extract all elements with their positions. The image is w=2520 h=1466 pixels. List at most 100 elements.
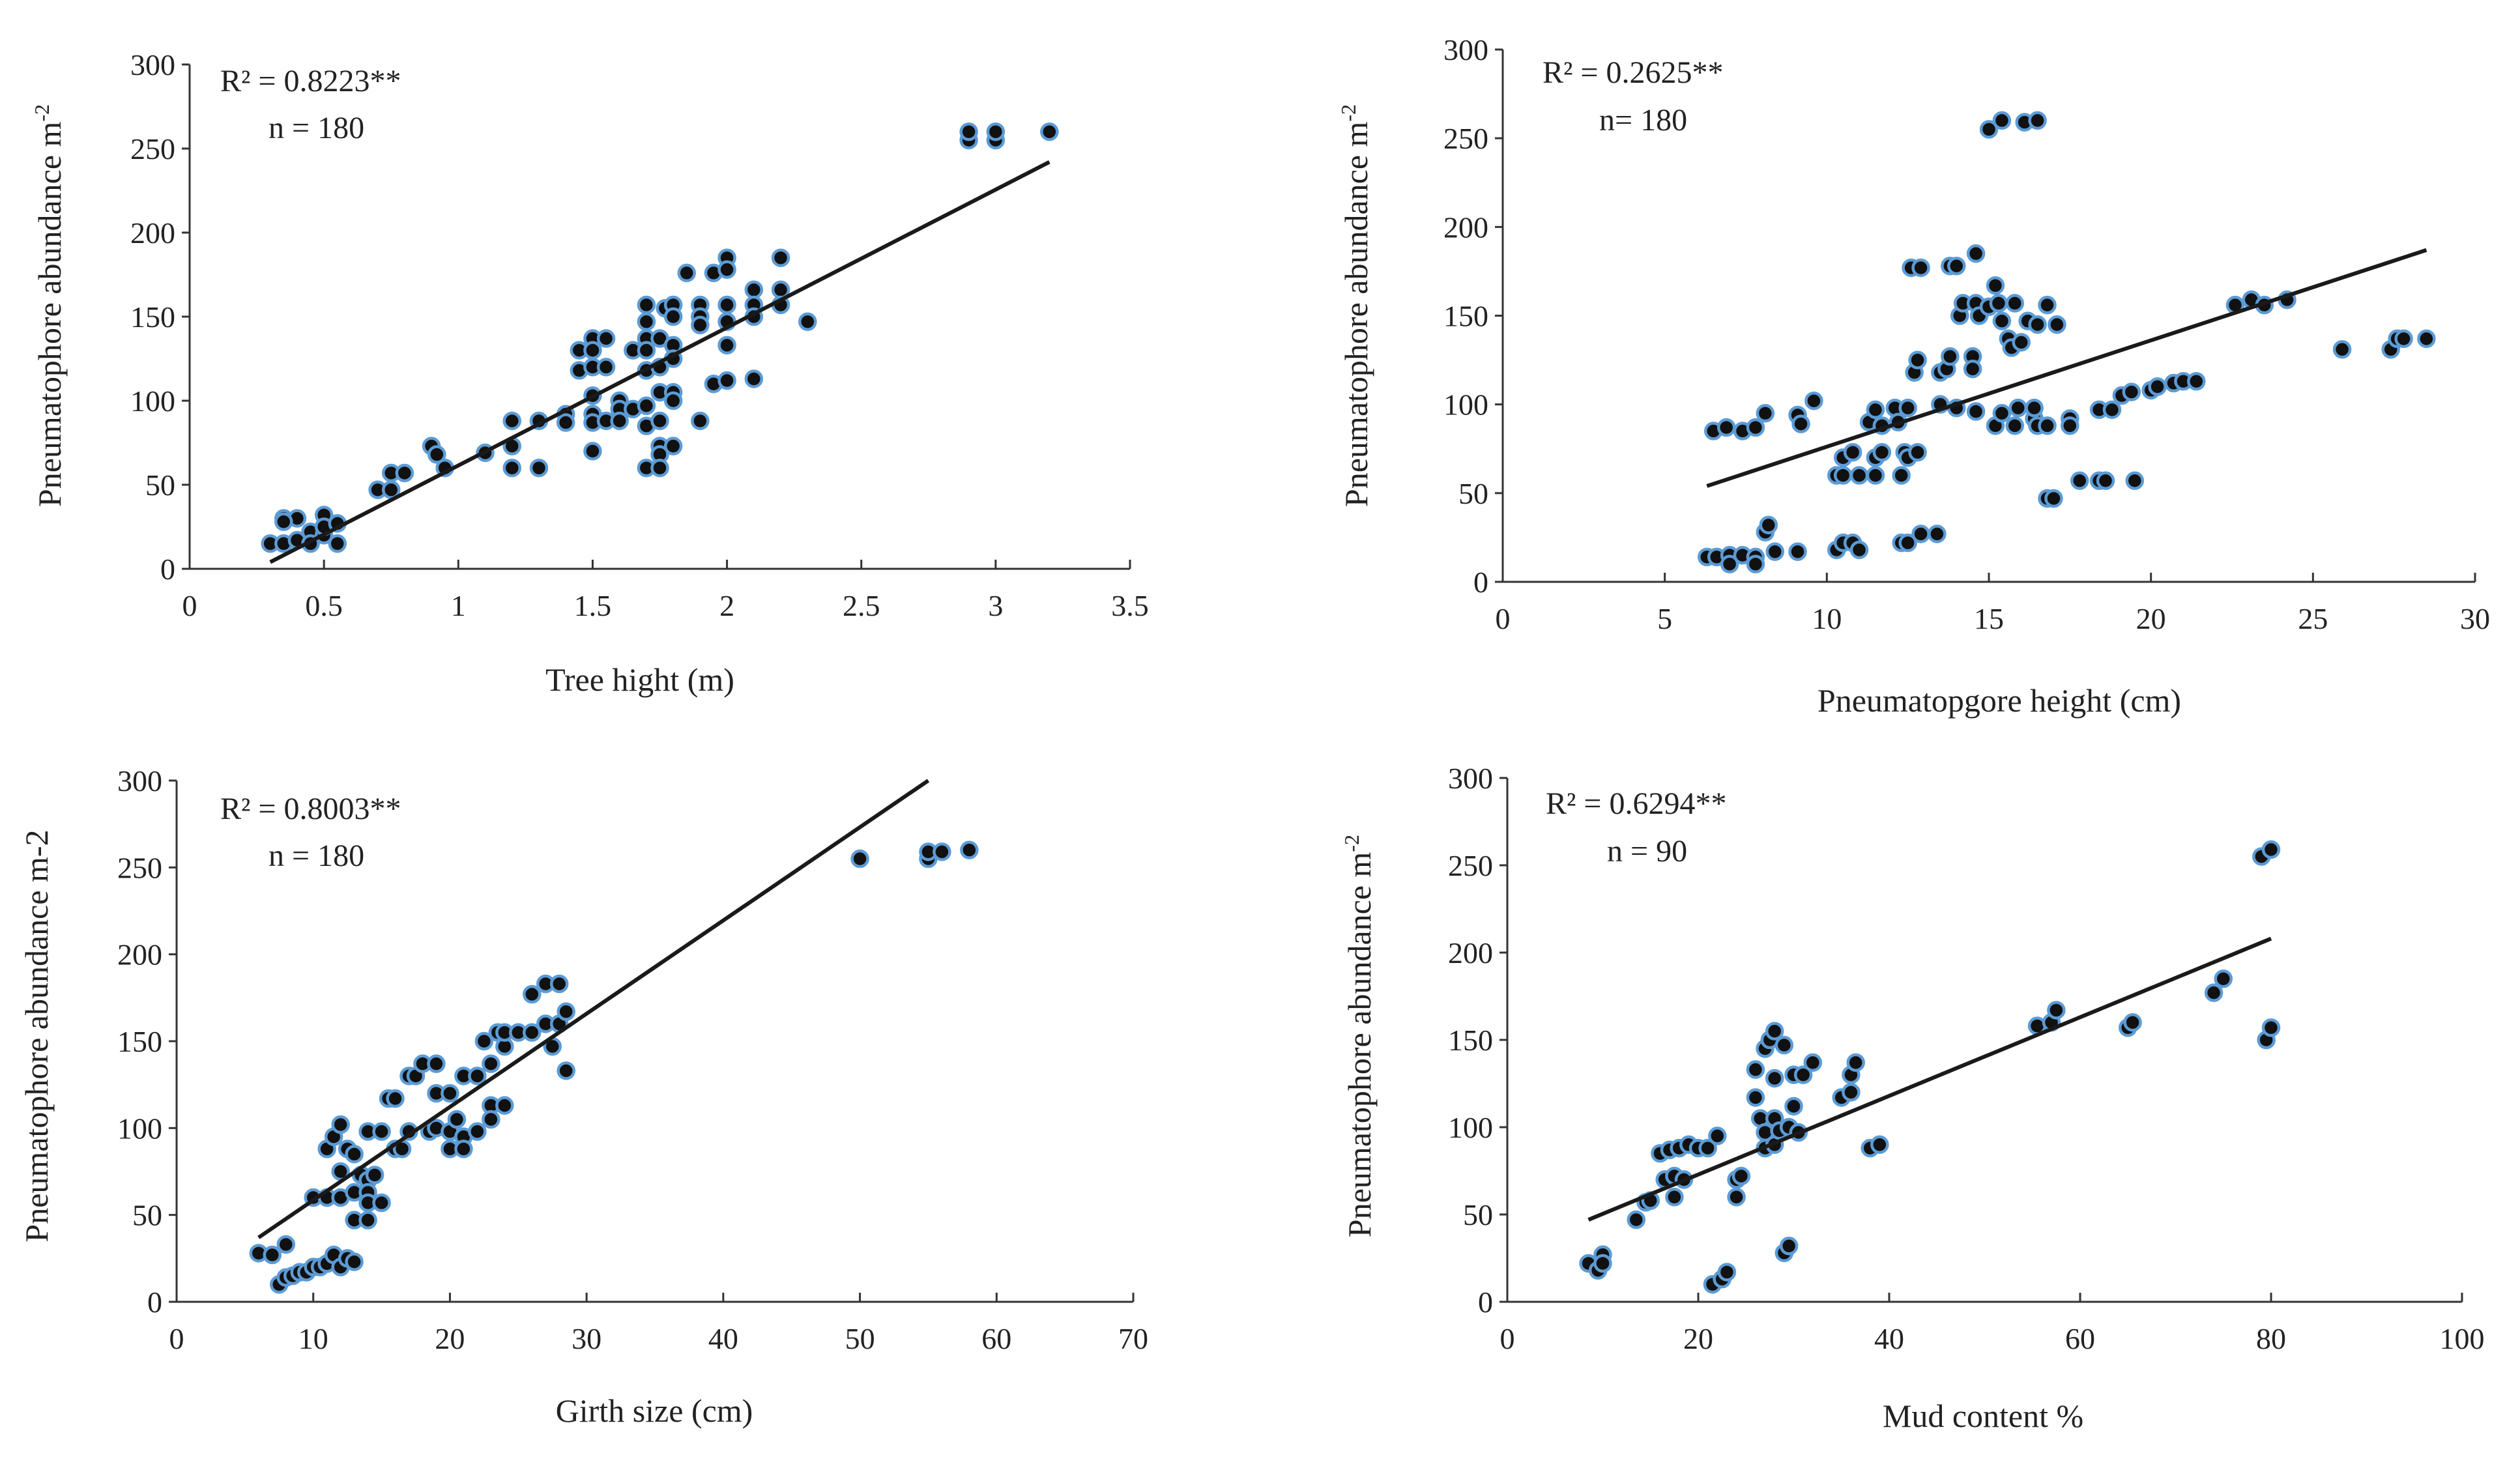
data-point bbox=[2061, 416, 2079, 435]
data-point bbox=[1966, 402, 1986, 421]
data-point bbox=[2214, 969, 2233, 988]
x-axis-label: Mud content % bbox=[1883, 1398, 2083, 1434]
data-point bbox=[960, 841, 979, 859]
data-point bbox=[1774, 1035, 1794, 1055]
x-tick-label: 80 bbox=[2256, 1322, 2286, 1355]
data-point bbox=[959, 122, 978, 141]
data-point bbox=[2047, 1001, 2066, 1020]
data-point bbox=[345, 1252, 364, 1271]
trendline bbox=[257, 779, 930, 1239]
data-point bbox=[372, 1122, 391, 1141]
scatter-panel-3: 0 50 100 150 200 250 300 0 10 20 30 40 50 60 70 Girth s… bbox=[18, 764, 1148, 1429]
x-tick-label: 0.5 bbox=[305, 589, 343, 622]
data-point bbox=[717, 260, 736, 280]
data-point bbox=[454, 1140, 473, 1158]
data-point bbox=[798, 312, 817, 331]
data-point bbox=[1803, 1053, 1823, 1072]
y-axis-label: Pneumatophore abundance m-2 bbox=[1337, 104, 1374, 507]
x-axis-label: Pneumatopgore height (cm) bbox=[1818, 682, 2181, 719]
x-tick-label: 2 bbox=[719, 589, 734, 622]
data-point bbox=[331, 1115, 350, 1134]
data-point bbox=[1720, 554, 1739, 574]
data-point bbox=[2025, 398, 2044, 418]
data-point bbox=[1872, 442, 1892, 462]
y-axis-label-text: Pneumatophore abundance m bbox=[31, 121, 68, 507]
x-tick-label: 3 bbox=[988, 589, 1003, 622]
x-tick-label: 70 bbox=[1118, 1322, 1148, 1355]
data-point bbox=[771, 248, 790, 267]
x-tick-label: 20 bbox=[435, 1322, 465, 1355]
data-point bbox=[1986, 276, 2005, 295]
x-tick-label: 5 bbox=[1657, 602, 1672, 635]
data-point bbox=[1779, 1236, 1799, 1256]
data-point bbox=[1627, 1210, 1646, 1229]
y-tick-label: 0 bbox=[160, 553, 175, 586]
data-point bbox=[1746, 1088, 1765, 1107]
y-tick-label: 200 bbox=[117, 938, 162, 971]
data-point bbox=[744, 280, 764, 299]
x-tick-label: 60 bbox=[981, 1322, 1011, 1355]
data-point bbox=[1992, 404, 2012, 423]
sample-size-annotation: n = 90 bbox=[1607, 834, 1687, 869]
x-tick-label: 15 bbox=[1974, 602, 2004, 635]
y-tick-label: 50 bbox=[132, 1199, 162, 1232]
data-point bbox=[468, 1067, 487, 1085]
data-point bbox=[1843, 442, 1862, 462]
y-axis-label-superscript: -2 bbox=[30, 104, 53, 122]
x-tick-label: 20 bbox=[2136, 602, 2166, 635]
data-point bbox=[557, 1002, 575, 1021]
y-axis-label-superscript: -2 bbox=[1340, 835, 1363, 852]
data-point bbox=[1892, 466, 1911, 485]
data-point bbox=[1791, 414, 1810, 433]
data-point bbox=[427, 445, 446, 464]
data-point bbox=[677, 263, 696, 283]
x-tick-label: 0 bbox=[169, 1322, 184, 1355]
y-tick-label: 50 bbox=[1463, 1198, 1493, 1231]
data-point bbox=[474, 1031, 494, 1051]
data-point bbox=[1716, 418, 1736, 437]
data-point bbox=[1941, 347, 1960, 366]
data-point bbox=[596, 329, 616, 348]
data-point bbox=[1898, 533, 1917, 553]
data-point bbox=[717, 295, 736, 315]
data-point bbox=[663, 437, 683, 455]
data-point bbox=[549, 974, 569, 994]
y-tick-label: 50 bbox=[145, 468, 175, 502]
data-point bbox=[663, 391, 683, 410]
scatter-panel-4: 0 50 100 150 200 250 300 0 20 40 60 80 100 Mud conten… bbox=[1340, 762, 2485, 1434]
x-tick-label: 30 bbox=[572, 1322, 601, 1355]
data-point bbox=[2028, 315, 2047, 334]
data-point bbox=[637, 312, 656, 331]
y-tick-label: 250 bbox=[130, 132, 175, 165]
y-tick-label: 300 bbox=[130, 48, 175, 81]
data-point bbox=[663, 307, 683, 326]
data-point bbox=[1756, 404, 1775, 423]
y-tick-label: 250 bbox=[1448, 849, 1493, 882]
data-point bbox=[2394, 329, 2413, 349]
data-point bbox=[1866, 400, 1885, 420]
data-point bbox=[583, 341, 602, 360]
data-point bbox=[691, 411, 710, 431]
data-point bbox=[1665, 1187, 1684, 1207]
data-point bbox=[1746, 418, 1765, 437]
y-tick-label: 300 bbox=[1448, 762, 1493, 795]
data-point bbox=[596, 358, 616, 377]
data-point bbox=[365, 1166, 384, 1185]
x-tick-label: 50 bbox=[845, 1322, 875, 1355]
data-point bbox=[427, 1054, 446, 1073]
data-point bbox=[1911, 525, 1930, 543]
x-tick-label: 10 bbox=[1812, 602, 1842, 635]
x-axis-label: Tree hight (m) bbox=[545, 661, 734, 698]
data-point bbox=[372, 1193, 391, 1213]
data-point bbox=[1992, 111, 2012, 130]
data-point bbox=[583, 442, 602, 461]
x-tick-label: 25 bbox=[2298, 602, 2328, 635]
y-axis-label-text: Pneumatophore abundance m bbox=[1341, 852, 1378, 1237]
data-point bbox=[2096, 471, 2115, 491]
x-tick-label: 60 bbox=[2065, 1322, 2095, 1355]
data-point bbox=[2005, 416, 2025, 435]
data-point bbox=[1040, 122, 1059, 141]
data-point bbox=[1989, 294, 2008, 313]
data-point bbox=[502, 411, 521, 431]
